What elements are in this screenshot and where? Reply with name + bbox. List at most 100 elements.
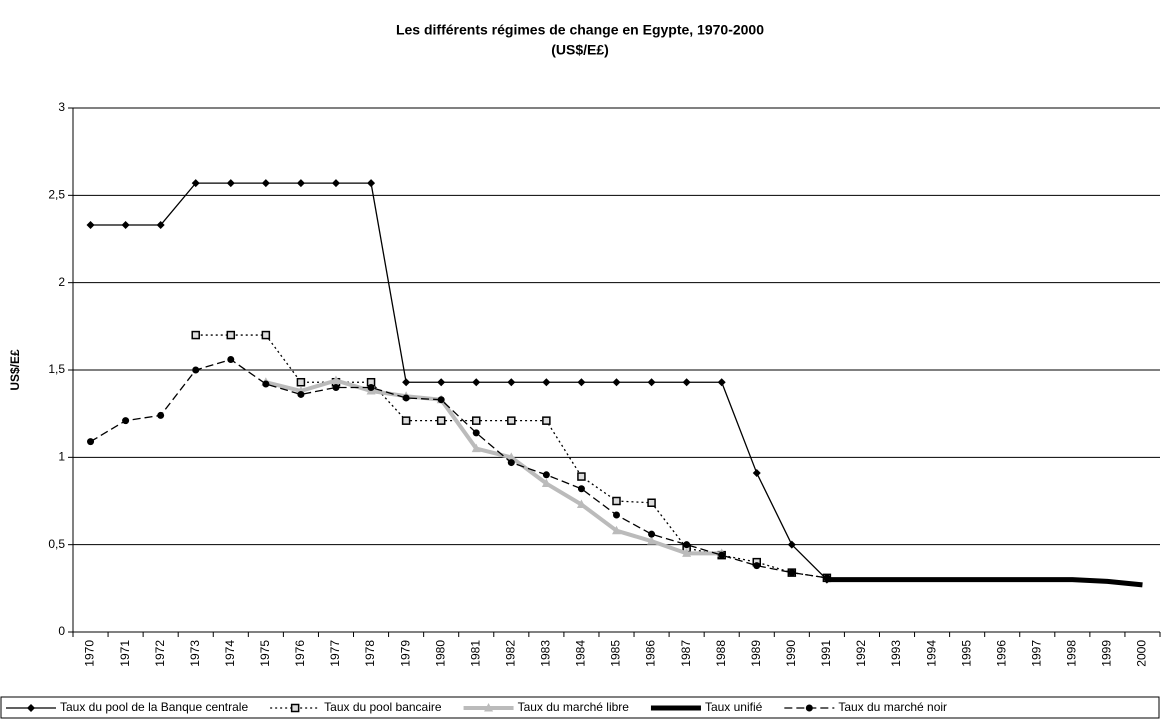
legend-label: Taux du marché libre: [518, 700, 630, 714]
marker: [805, 704, 813, 712]
x-tick-label: 1987: [679, 640, 693, 667]
x-tick-label: 1998: [1065, 640, 1079, 667]
x-tick-label: 1985: [609, 640, 623, 667]
marker: [192, 366, 200, 374]
marker: [191, 179, 200, 188]
x-tick-label: 1977: [328, 640, 342, 667]
series-line: [826, 577, 1143, 588]
marker: [612, 525, 621, 535]
y-tick-label: 1,5: [48, 362, 65, 376]
marker: [471, 443, 481, 453]
marker: [297, 390, 305, 398]
marker: [290, 703, 300, 713]
marker: [331, 179, 340, 188]
chart-subtitle: (US$/E£): [551, 42, 609, 58]
x-tick-label: 1991: [819, 640, 833, 667]
x-tick-label: 1980: [433, 640, 447, 667]
marker: [753, 562, 761, 570]
marker: [717, 378, 726, 387]
marker: [507, 416, 516, 425]
x-tick-label: 1993: [889, 640, 903, 667]
marker: [682, 378, 691, 387]
marker: [472, 429, 480, 437]
x-tick-label: 1996: [994, 640, 1008, 667]
marker: [86, 221, 95, 230]
x-tick-label: 2000: [1135, 640, 1149, 667]
marker: [402, 394, 410, 402]
marker: [507, 459, 515, 467]
marker: [542, 378, 551, 387]
marker: [436, 416, 446, 425]
marker: [157, 411, 165, 419]
legend-label: Taux unifié: [705, 700, 763, 714]
marker: [226, 179, 235, 188]
marker: [156, 221, 165, 230]
series-line: [90, 358, 827, 579]
marker: [437, 378, 446, 387]
marker: [262, 380, 270, 388]
y-tick-label: 0: [58, 624, 65, 638]
x-tick-label: 1994: [924, 640, 938, 667]
marker: [296, 377, 306, 387]
marker: [471, 416, 481, 425]
marker: [332, 383, 340, 391]
marker: [437, 396, 445, 404]
y-tick-label: 3: [58, 100, 65, 114]
marker: [542, 416, 551, 425]
marker: [788, 569, 796, 577]
x-tick-label: 1971: [118, 640, 132, 667]
x-tick-label: 1978: [363, 640, 377, 667]
legend-box: [0, 696, 1160, 719]
marker: [577, 472, 586, 481]
marker: [647, 498, 656, 507]
marker: [472, 378, 481, 387]
x-tick-label: 1970: [83, 640, 97, 667]
marker: [683, 541, 691, 549]
marker: [612, 378, 621, 387]
marker: [752, 469, 761, 478]
x-tick-label: 1989: [749, 640, 763, 667]
marker: [402, 378, 411, 387]
marker: [823, 574, 831, 582]
legend-label: Taux du pool bancaire: [324, 700, 442, 714]
x-tick-label: 1986: [644, 640, 658, 667]
marker: [87, 438, 95, 446]
marker: [331, 375, 341, 384]
x-tick-label: 1997: [1029, 640, 1043, 667]
x-tick-label: 1975: [258, 640, 272, 667]
x-tick-label: 1979: [398, 640, 412, 667]
marker: [612, 496, 621, 506]
legend-label: Taux du marché noir: [838, 700, 947, 714]
marker: [787, 540, 796, 549]
x-tick-label: 1983: [539, 640, 553, 667]
marker: [227, 356, 235, 364]
x-tick-label: 1999: [1100, 640, 1114, 667]
x-tick-label: 1990: [784, 640, 798, 667]
x-tick-label: 1984: [574, 640, 588, 667]
y-tick-label: 1: [58, 450, 65, 464]
marker: [401, 416, 411, 425]
series-line: [90, 182, 828, 581]
marker: [121, 221, 130, 230]
x-tick-label: 1981: [468, 640, 482, 667]
marker: [542, 471, 550, 479]
marker: [122, 417, 130, 425]
x-tick-label: 1974: [223, 640, 237, 667]
marker: [507, 378, 516, 387]
y-tick-label: 2,5: [48, 188, 65, 202]
y-axis-label: US$/E£: [8, 349, 22, 391]
legend-label: Taux du pool de la Banque centrale: [60, 700, 248, 714]
marker: [577, 378, 586, 387]
marker: [506, 452, 516, 461]
marker: [261, 330, 271, 340]
x-tick-label: 1973: [188, 640, 202, 667]
marker: [296, 179, 305, 188]
marker: [27, 704, 35, 712]
marker: [647, 536, 657, 545]
marker: [576, 499, 586, 508]
marker: [648, 530, 656, 538]
marker: [577, 485, 585, 493]
x-tick-label: 1982: [503, 640, 517, 667]
x-tick-label: 1972: [153, 640, 167, 667]
y-tick-label: 0,5: [48, 537, 65, 551]
